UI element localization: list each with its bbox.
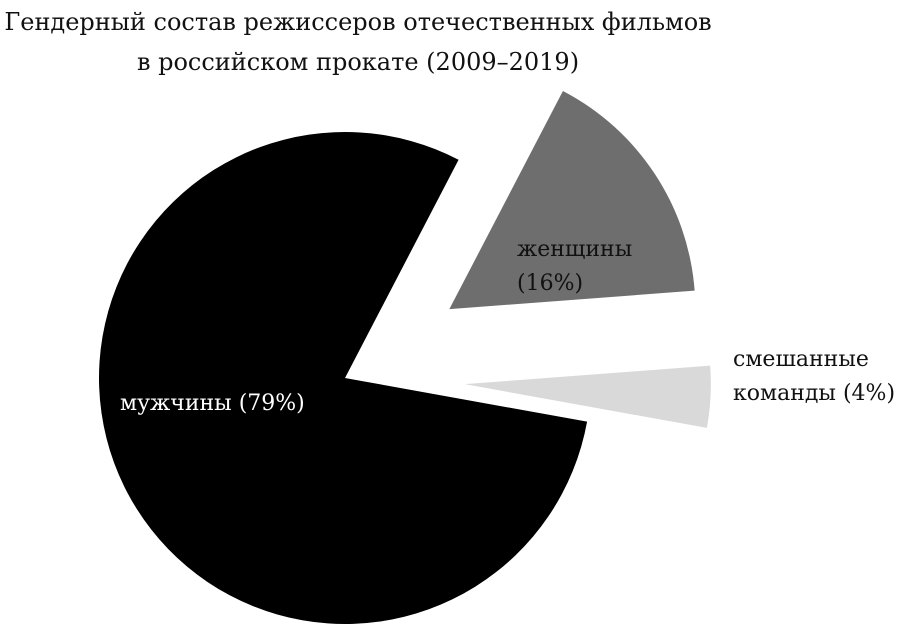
pie-slice <box>449 90 695 310</box>
slice-label: женщины (16%) <box>517 233 637 301</box>
value-label: (79%) <box>238 391 305 416</box>
category-label: мужчины <box>120 391 232 416</box>
category-label: женщины <box>517 237 633 262</box>
slice-label: мужчины (79%) <box>120 387 380 421</box>
pie-slice <box>464 365 711 428</box>
category-label: смешанные команды <box>733 347 869 406</box>
value-label: (16%) <box>517 271 584 296</box>
chart-title: Гендерный состав режиссеров отечественны… <box>4 8 712 76</box>
value-label: (4%) <box>842 381 896 406</box>
slice-label: смешанные команды (4%) <box>733 343 910 411</box>
pie-slice <box>99 132 588 624</box>
